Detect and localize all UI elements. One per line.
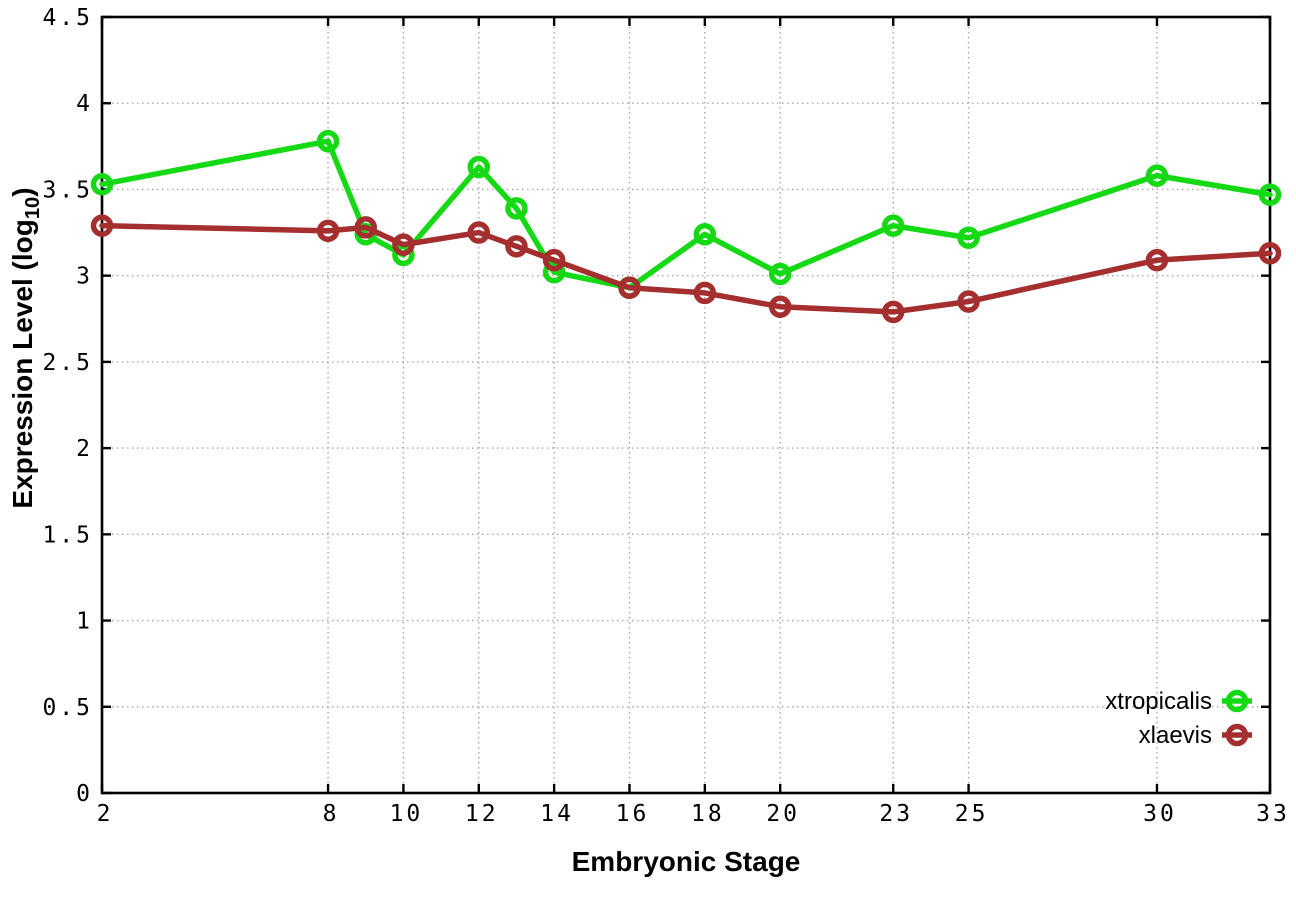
y-tick-label: 4 (76, 91, 93, 117)
data-point-xtropicalis (693, 223, 717, 246)
data-point-xlaevis (693, 281, 717, 305)
data-point-xtropicalis (316, 129, 340, 153)
legend-sample-marker-xlaevis (1225, 723, 1249, 747)
y-tick-label: 2 (76, 436, 93, 462)
x-tick-label: 18 (691, 801, 725, 827)
data-point-xlaevis (354, 216, 377, 239)
data-point-xtropicalis (957, 226, 980, 249)
data-point-xlaevis (957, 290, 980, 313)
legend-label-xlaevis: xlaevis (1139, 722, 1212, 749)
data-point-xlaevis (881, 300, 905, 324)
x-tick-label: 30 (1143, 801, 1177, 827)
data-point-xlaevis (392, 233, 415, 256)
y-tick-label: 1 (76, 609, 93, 635)
data-point-xtropicalis (1258, 183, 1282, 206)
data-point-xlaevis (768, 295, 792, 318)
series-line-xlaevis (99, 222, 1273, 315)
y-axis-title-subscript: 10 (21, 196, 44, 220)
y-axis-title-suffix: ) (7, 187, 39, 197)
x-tick-label: 8 (323, 801, 340, 827)
x-tick-label: 25 (955, 801, 989, 827)
y-tick-label: 2.5 (42, 350, 93, 376)
data-point-xlaevis (1145, 248, 1169, 272)
y-tick-label: 3 (76, 264, 93, 290)
x-tick-label: 2 (97, 801, 114, 827)
legend-sample-marker-xtropicalis (1225, 689, 1249, 713)
y-tick-label: 1.5 (42, 522, 93, 548)
data-point-xlaevis (542, 248, 566, 272)
y-tick-label: 0 (76, 781, 93, 807)
x-tick-label: 14 (540, 801, 574, 827)
y-axis-title-text: Expression Level (log (7, 219, 39, 509)
data-point-xtropicalis (542, 260, 566, 284)
y-axis-title: Expression Level (log10) (7, 187, 45, 508)
y-tick-label: 0.5 (42, 695, 93, 721)
y-tick-label: 4.5 (42, 5, 93, 31)
x-tick-label: 23 (879, 801, 913, 827)
data-point-xtropicalis (1145, 164, 1169, 187)
data-point-xtropicalis (881, 214, 905, 237)
series-line-xtropicalis (99, 138, 1273, 291)
data-point-xlaevis (467, 221, 491, 244)
data-point-xtropicalis (467, 155, 491, 179)
x-tick-label: 10 (390, 801, 424, 827)
legend-label-xtropicalis: xtropicalis (1105, 688, 1212, 715)
x-tick-label: 20 (766, 801, 800, 827)
data-point-xlaevis (90, 214, 114, 237)
data-point-xtropicalis (90, 173, 114, 196)
data-point-xlaevis (618, 276, 641, 299)
data-point-xlaevis (316, 219, 340, 243)
data-point-xlaevis (1258, 241, 1282, 265)
data-point-xtropicalis (505, 197, 528, 220)
x-tick-label: 12 (465, 801, 499, 827)
y-tick-label: 3.5 (42, 177, 93, 203)
x-axis-title: Embryonic Stage (571, 846, 801, 877)
x-tick-label: 33 (1256, 801, 1290, 827)
plot-border (100, 15, 1272, 795)
data-point-xlaevis (505, 235, 528, 258)
data-point-xtropicalis (768, 262, 792, 286)
x-tick-label: 16 (616, 801, 650, 827)
